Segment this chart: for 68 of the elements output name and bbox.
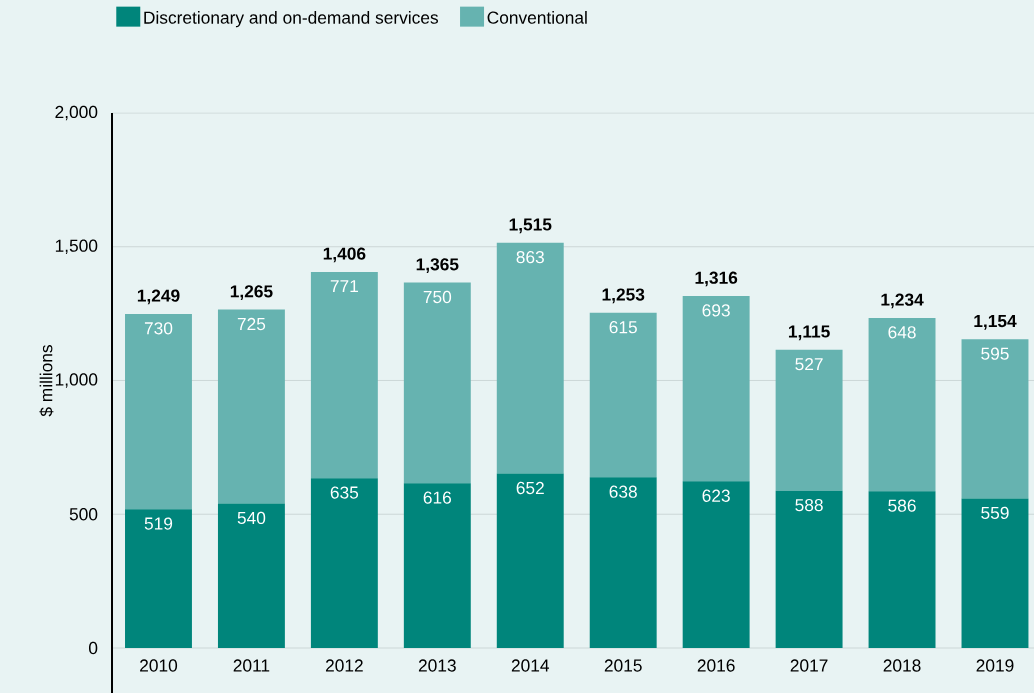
data-label: 648: [888, 326, 916, 339]
bar: [682, 295, 750, 482]
x-tick-label: 2014: [511, 659, 550, 672]
legend-label: Discretionary and on-demand services: [144, 11, 439, 28]
x-tick-label: 2017: [790, 659, 828, 672]
total-label: 1,406: [323, 247, 366, 263]
data-label: 730: [144, 322, 173, 335]
bar: [589, 312, 657, 478]
total-label: 1,234: [881, 293, 924, 309]
total-label: 1,115: [788, 325, 830, 341]
bar: [775, 349, 843, 491]
data-label: 725: [237, 317, 266, 331]
total-label: 1,515: [509, 218, 552, 234]
data-label: 863: [516, 251, 544, 264]
data-label: 615: [609, 321, 637, 334]
total-label: 1,365: [416, 258, 459, 273]
x-tick-label: 2012: [325, 659, 363, 672]
x-tick-label: 2011: [233, 659, 270, 672]
data-label: 750: [423, 290, 452, 304]
data-label: 623: [702, 489, 730, 502]
bar: [125, 313, 192, 510]
data-label: 652: [516, 481, 544, 495]
bar: [217, 503, 285, 648]
bar: [496, 473, 564, 648]
data-label: 635: [330, 486, 359, 499]
x-tick-label: 2015: [604, 659, 642, 672]
data-label: 586: [888, 499, 916, 512]
bar: [589, 477, 657, 648]
bar: [682, 481, 750, 648]
bar: [775, 490, 843, 648]
x-tick-label: 2016: [697, 659, 735, 672]
x-tick-label: 2019: [976, 659, 1014, 672]
bar: [403, 483, 471, 648]
y-tick-label: 1,000: [55, 373, 98, 388]
data-label: 519: [144, 517, 173, 530]
bar: [310, 478, 378, 648]
x-tick-label: 2018: [883, 659, 921, 672]
bar: [403, 282, 471, 484]
total-label: 1,253: [602, 288, 645, 304]
total-label: 1,316: [695, 271, 738, 287]
bar: [217, 309, 285, 504]
y-tick-label: 1,500: [55, 239, 98, 254]
data-label: 616: [423, 491, 452, 504]
data-label: 595: [981, 347, 1009, 360]
y-tick-label: 0: [88, 641, 98, 655]
data-label: 559: [981, 506, 1009, 519]
x-tick-label: 2013: [418, 659, 456, 672]
total-label: 1,265: [230, 285, 273, 301]
data-label: 527: [795, 358, 823, 371]
data-label: 588: [795, 498, 823, 512]
x-tick-label: 2010: [140, 659, 178, 672]
bar: [496, 242, 564, 474]
bar: [961, 339, 1029, 499]
y-axis-title: $ millions: [39, 345, 54, 417]
total-label: 1,154: [974, 315, 1017, 330]
bar: [868, 317, 936, 492]
data-label: 693: [702, 304, 730, 317]
bar: [125, 509, 192, 648]
data-label: 771: [330, 280, 358, 293]
total-label: 1,249: [137, 289, 180, 305]
bar: [310, 271, 378, 479]
data-label: 638: [609, 485, 637, 498]
y-tick-label: 2,000: [55, 105, 98, 121]
legend-label: Conventional: [487, 11, 587, 24]
bar: [868, 491, 936, 648]
data-label: 540: [237, 511, 266, 525]
bar: [961, 498, 1029, 648]
y-tick-label: 500: [69, 508, 98, 521]
